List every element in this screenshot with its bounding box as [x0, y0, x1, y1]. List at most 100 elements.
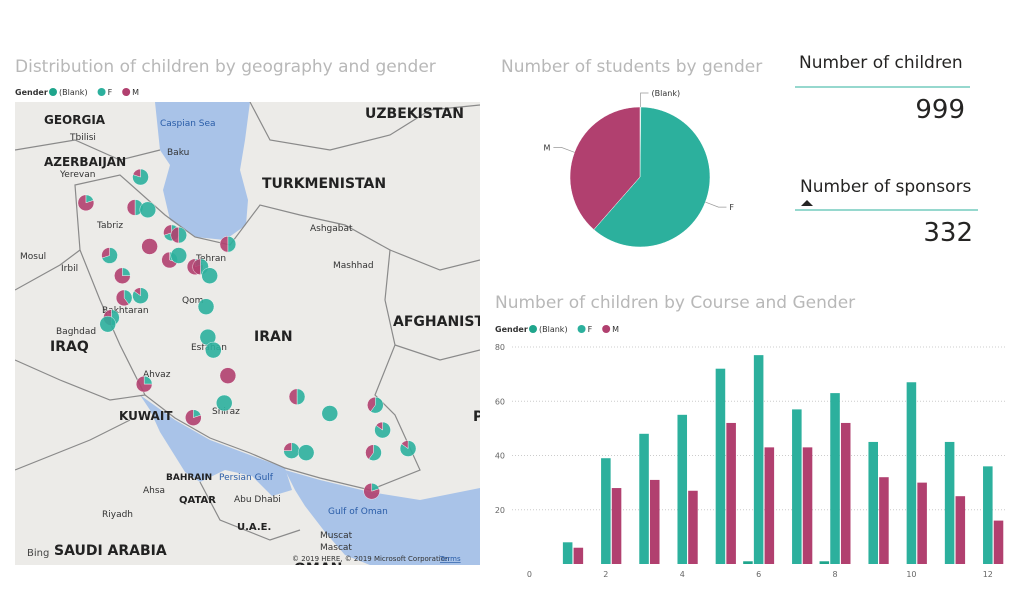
legend-label: M	[132, 88, 139, 97]
legend-title: Gender	[15, 88, 48, 97]
legend-swatch	[122, 88, 131, 96]
bar	[743, 561, 753, 564]
x-tick-label: 12	[983, 570, 993, 579]
legend-label: M	[612, 325, 619, 334]
map-label: Irbil	[61, 264, 78, 274]
marker-slice	[192, 258, 201, 275]
marker-slice	[133, 287, 141, 297]
persian-gulf	[140, 395, 292, 496]
marker-slice	[115, 289, 130, 307]
marker-slice	[367, 396, 376, 412]
map-label: Persian Gulf	[219, 473, 274, 483]
legend-swatch	[577, 325, 586, 333]
bar	[955, 496, 966, 564]
map-marker	[219, 367, 236, 384]
pie-leader	[705, 201, 727, 208]
map-marker	[132, 287, 149, 304]
map-label: IRAQ	[50, 339, 89, 355]
map-land	[15, 102, 480, 565]
marker-slice	[197, 298, 215, 315]
legend-title: Gender	[495, 325, 528, 334]
bar	[819, 561, 830, 564]
map-marker	[201, 267, 218, 284]
y-tick-label: 40	[495, 452, 505, 461]
marker-slice	[216, 394, 233, 412]
map-label: GEORGIA	[44, 113, 106, 127]
marker-slice	[132, 168, 149, 186]
marker-slice	[99, 315, 116, 333]
map-label: Gulf of Oman	[328, 507, 388, 517]
map-marker	[114, 267, 131, 284]
map-label: Shiraz	[212, 407, 240, 417]
map-label: KUWAIT	[119, 409, 173, 423]
bar-title: Number of children by Course and Gender	[495, 293, 855, 313]
map-label: Baghdad	[56, 327, 96, 337]
legend-swatch	[97, 88, 106, 96]
bar	[830, 393, 840, 564]
bar	[983, 466, 993, 564]
map-marker	[141, 238, 158, 255]
bar	[802, 447, 813, 564]
marker-slice	[123, 289, 133, 305]
bar	[573, 547, 584, 564]
map-marker	[283, 442, 300, 459]
bar	[753, 355, 764, 564]
card-value: 999	[915, 95, 965, 125]
marker-slice	[135, 375, 153, 393]
marker-slice	[170, 247, 187, 264]
x-tick-label: 6	[756, 570, 761, 579]
map-marker	[205, 341, 222, 359]
marker-slice	[296, 388, 306, 405]
marker-slice	[178, 226, 187, 244]
marker-slice	[163, 224, 172, 236]
map-legend: Gender (Blank) F M	[15, 88, 139, 97]
bar	[944, 441, 955, 564]
pie-leader	[640, 92, 649, 108]
caspian-sea	[155, 102, 250, 240]
x-tick-label: 4	[680, 570, 685, 579]
map-markers	[77, 168, 417, 500]
map-label: Tehran	[195, 254, 226, 264]
map-label: Abu Dhabi	[234, 495, 281, 505]
marker-slice	[205, 341, 222, 359]
pie-leader	[553, 147, 575, 153]
bar	[840, 422, 851, 564]
x-tick-label: 2	[603, 570, 608, 579]
bar	[726, 422, 736, 564]
legend-label: (Blank)	[539, 325, 568, 334]
map-label: IRAN	[254, 329, 293, 345]
map-label: Ahsa	[143, 486, 165, 496]
map-label: BAHRAIN	[166, 473, 212, 483]
y-tick-label: 80	[495, 343, 505, 352]
map-label: Qom	[182, 296, 203, 306]
legend-label: F	[588, 325, 593, 334]
map-label: Muscat	[320, 531, 353, 541]
map-label: PAKISTAN	[473, 409, 550, 425]
marker-slice	[365, 444, 374, 460]
map-marker	[132, 168, 149, 186]
marker-slice	[283, 442, 292, 451]
map-marker	[126, 199, 144, 216]
map-marker	[135, 375, 153, 393]
map-label: OMAN	[294, 561, 342, 577]
bar	[993, 520, 1004, 564]
marker-slice	[227, 235, 236, 253]
map-label: AFGHANISTAN	[393, 314, 505, 330]
map-marker	[115, 289, 133, 307]
bar	[611, 488, 622, 564]
map: GEORGIA Tbilisi AZERBAIJAN Baku Yerevan …	[15, 102, 550, 577]
marker-slice	[139, 201, 156, 218]
map-terms[interactable]: Terms	[439, 555, 461, 563]
map-marker	[298, 444, 315, 461]
map-marker	[170, 226, 187, 244]
pie-chart: (Blank) F M	[543, 89, 734, 248]
pie-label: M	[543, 143, 550, 152]
marker-slice	[161, 251, 178, 269]
pie-label: (Blank)	[652, 89, 681, 98]
map-label: Tabriz	[96, 221, 123, 231]
map-marker	[374, 421, 391, 439]
x-tick-label: 0	[527, 570, 532, 579]
map-marker	[216, 394, 233, 412]
map-marker	[399, 440, 417, 457]
